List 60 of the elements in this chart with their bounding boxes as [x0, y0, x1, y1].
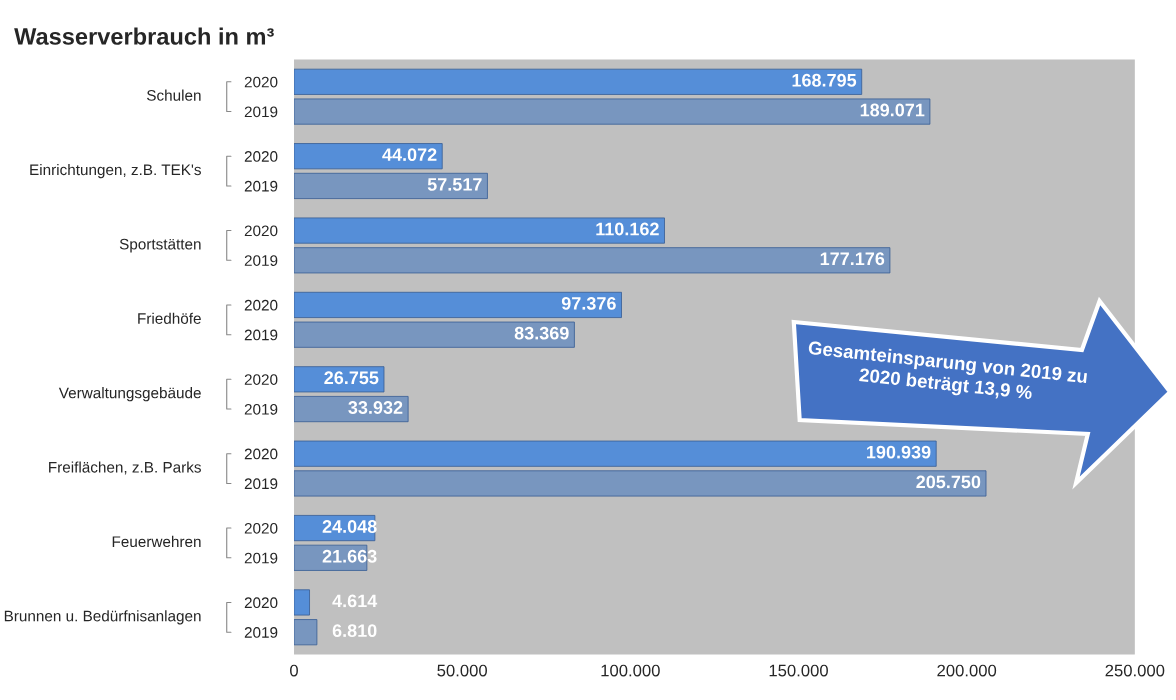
bar	[294, 143, 443, 170]
text: 2019	[244, 180, 278, 192]
x-tick-label: 250.000	[1105, 664, 1165, 677]
series-label: 2019	[244, 106, 278, 118]
text: 2020	[244, 151, 278, 162]
data-label: 57.517	[427, 178, 482, 191]
y-tick-label: Einrichtungen, z.B. TEK's	[30, 163, 201, 179]
x-tick-label: 200.000	[937, 664, 997, 677]
text: 2019	[244, 255, 278, 266]
y-tick-label: Friedhöfe	[138, 312, 201, 324]
data-label: 205.750	[916, 475, 981, 489]
bar	[294, 396, 409, 423]
bar	[294, 321, 575, 348]
bar	[294, 172, 488, 199]
data-label: 21.663	[322, 549, 377, 563]
text: 2020	[244, 597, 278, 609]
data-label: 190.939	[867, 445, 931, 459]
chart-title: Wasserverbrauch in m³	[14, 27, 274, 45]
bar	[294, 440, 937, 467]
data-label: 26.755	[324, 371, 379, 385]
bar	[294, 291, 622, 318]
y-tick-label: Sportstätten	[119, 238, 201, 253]
data-label: 177.176	[820, 252, 885, 266]
text: 2019	[244, 627, 278, 638]
text: 2020	[244, 225, 278, 237]
text: 2019	[244, 478, 278, 490]
data-label: 110.162	[596, 222, 659, 236]
data-label: 189.071	[860, 103, 925, 117]
x-tick-label: 100.000	[601, 664, 660, 677]
y-tick-label: Feuerwehren	[112, 535, 201, 548]
bar	[294, 470, 987, 497]
x-tick-label: 150.000	[769, 664, 828, 677]
x-tick-label: 0	[290, 664, 298, 677]
text: 2020	[244, 448, 278, 460]
data-label: 33.932	[348, 401, 403, 414]
bar	[294, 98, 931, 125]
series-label: 2020	[244, 76, 278, 88]
data-label: 168.795	[792, 73, 857, 87]
text: 2020	[244, 374, 278, 385]
text: 2019	[244, 552, 278, 564]
bar	[294, 68, 863, 95]
data-label: 6.810	[332, 624, 377, 638]
bar	[294, 589, 310, 616]
y-tick-label: Brunnen u. Bedürfnisanlagen	[4, 610, 201, 625]
y-tick-label: Freiflächen, z.B. Parks	[49, 461, 201, 475]
bar	[294, 366, 385, 393]
text: 2020	[244, 299, 278, 311]
data-label: 4.614	[332, 594, 378, 608]
y-tick-label: Schulen	[146, 89, 201, 101]
bar	[294, 619, 318, 646]
text: 2019	[244, 403, 278, 415]
text: 2019	[244, 329, 278, 341]
y-tick-label: Verwaltungsgebäude	[58, 387, 201, 402]
data-label: 97.376	[561, 297, 616, 310]
text: 2020	[244, 522, 278, 534]
bar	[294, 247, 891, 274]
bar	[294, 217, 665, 244]
data-label: 44.072	[382, 148, 437, 162]
data-label: 83.369	[514, 326, 569, 340]
x-tick-label: 50.000	[437, 664, 488, 677]
